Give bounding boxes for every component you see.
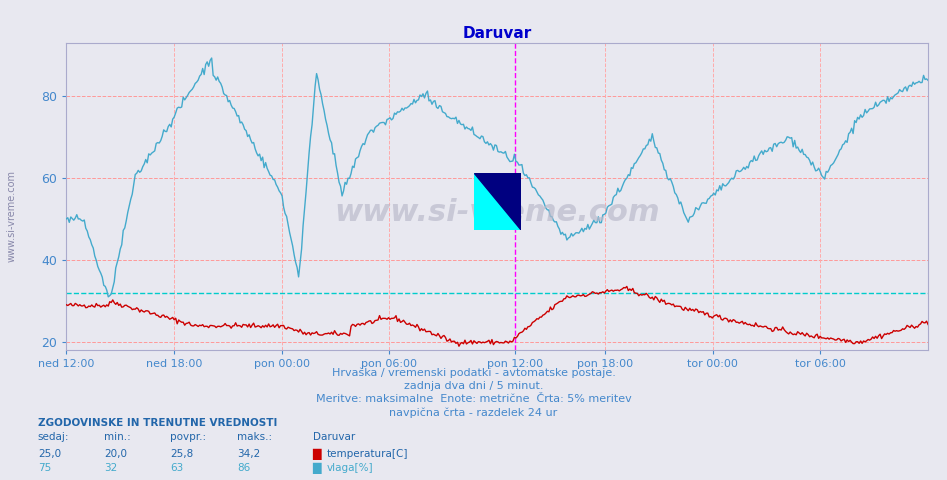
Text: maks.:: maks.: xyxy=(237,432,272,442)
Polygon shape xyxy=(474,173,521,230)
Text: 34,2: 34,2 xyxy=(237,449,260,459)
Text: 25,0: 25,0 xyxy=(38,449,61,459)
Text: sedaj:: sedaj: xyxy=(38,432,69,442)
Text: 75: 75 xyxy=(38,463,51,473)
Title: Daruvar: Daruvar xyxy=(462,25,532,41)
Text: █: █ xyxy=(313,449,321,460)
Text: min.:: min.: xyxy=(104,432,131,442)
Text: temperatura[C]: temperatura[C] xyxy=(327,449,408,459)
Text: www.si-vreme.com: www.si-vreme.com xyxy=(334,198,660,227)
Text: Hrvaška / vremenski podatki - avtomatske postaje.: Hrvaška / vremenski podatki - avtomatske… xyxy=(331,367,616,378)
Text: Meritve: maksimalne  Enote: metrične  Črta: 5% meritev: Meritve: maksimalne Enote: metrične Črta… xyxy=(315,394,632,404)
Text: navpična črta - razdelek 24 ur: navpična črta - razdelek 24 ur xyxy=(389,408,558,418)
Text: 32: 32 xyxy=(104,463,117,473)
Text: 63: 63 xyxy=(170,463,184,473)
Text: 25,8: 25,8 xyxy=(170,449,194,459)
Text: Daruvar: Daruvar xyxy=(313,432,355,442)
Polygon shape xyxy=(474,173,521,230)
Text: www.si-vreme.com: www.si-vreme.com xyxy=(7,170,16,262)
Text: ZGODOVINSKE IN TRENUTNE VREDNOSTI: ZGODOVINSKE IN TRENUTNE VREDNOSTI xyxy=(38,418,277,428)
Text: 86: 86 xyxy=(237,463,250,473)
Text: █: █ xyxy=(313,463,321,474)
Text: 20,0: 20,0 xyxy=(104,449,127,459)
Text: zadnja dva dni / 5 minut.: zadnja dva dni / 5 minut. xyxy=(403,381,544,391)
Text: povpr.:: povpr.: xyxy=(170,432,206,442)
Text: vlaga[%]: vlaga[%] xyxy=(327,463,373,473)
Polygon shape xyxy=(474,173,521,230)
